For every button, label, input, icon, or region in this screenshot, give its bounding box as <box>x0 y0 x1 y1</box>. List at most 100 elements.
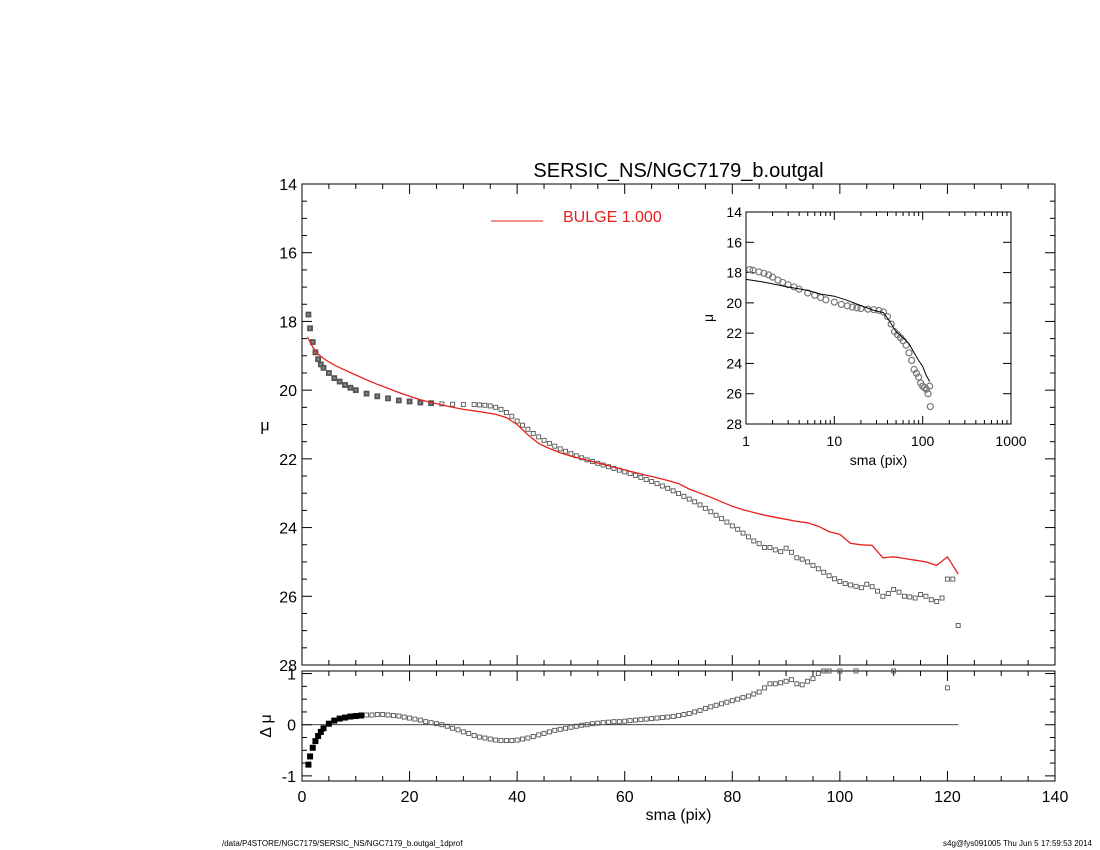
residual-data-point <box>735 696 741 702</box>
residual-data-point <box>805 678 811 684</box>
residual-data-point <box>810 676 816 682</box>
residual-data-point <box>579 722 585 728</box>
residual-data-point <box>686 711 692 716</box>
residual-y-tick-label: 0 <box>287 718 296 735</box>
inset-data-point <box>848 303 856 311</box>
main-data-point <box>713 512 719 518</box>
main-data-point <box>762 545 768 550</box>
main-data-point <box>692 499 698 505</box>
main-data-point <box>799 556 805 562</box>
residual-data-point <box>778 680 784 686</box>
main-data-point <box>347 384 354 391</box>
main-data-point <box>482 402 488 408</box>
inset-data-point <box>912 369 921 377</box>
legend-label: BULGE 1.000 <box>563 209 662 226</box>
inset-data-point <box>883 312 892 321</box>
main-data-point <box>305 311 312 318</box>
residual-data-point <box>745 693 751 699</box>
main-data-point <box>363 390 370 397</box>
main-data-point <box>950 576 956 582</box>
main-data-point <box>676 491 681 497</box>
main-y-tick-label: 28 <box>279 658 297 675</box>
residual-data-point <box>342 714 349 721</box>
inset-y-tick-label: 22 <box>726 325 742 341</box>
main-data-point <box>503 410 509 415</box>
inset-y-tick-label: 24 <box>726 355 742 371</box>
residual-data-point <box>557 726 563 732</box>
residual-data-point <box>589 721 595 727</box>
main-data-point <box>789 549 794 555</box>
residual-data-point <box>536 732 542 738</box>
residual-data-point <box>665 714 671 720</box>
main-data-point <box>546 440 552 446</box>
main-data-point <box>520 422 525 428</box>
residual-data-point <box>821 668 827 674</box>
residual-data-point <box>595 720 601 726</box>
main-data-point <box>745 534 751 540</box>
main-data-point <box>477 402 482 408</box>
residual-data-point <box>364 712 369 718</box>
inset-y-axis-label: μ <box>700 314 716 322</box>
main-data-point <box>783 545 789 551</box>
main-data-point <box>697 502 703 508</box>
main-data-point <box>395 397 402 404</box>
main-y-tick-label: 14 <box>279 177 297 194</box>
residual-data-point <box>455 727 461 733</box>
residual-data-point <box>309 744 316 751</box>
main-data-point <box>541 437 547 443</box>
residual-data-point <box>482 735 488 741</box>
main-data-point <box>885 591 891 596</box>
main-data-point <box>719 516 724 522</box>
main-data-point <box>450 401 456 407</box>
residual-data-point <box>944 685 950 691</box>
inset-data-point <box>760 269 768 277</box>
main-data-point <box>928 597 934 603</box>
residual-data-point <box>439 722 445 728</box>
main-data-point <box>331 375 338 382</box>
main-data-point <box>944 576 950 582</box>
main-data-point <box>686 496 692 502</box>
main-data-point <box>557 446 563 452</box>
residual-data-point <box>713 702 719 708</box>
inset-x-axis-label: sma (pix) <box>850 452 908 468</box>
main-data-point <box>858 585 864 591</box>
residual-data-point <box>762 685 768 691</box>
main-data-point <box>498 406 504 412</box>
residual-data-point <box>423 719 429 725</box>
residual-data-point <box>520 736 525 742</box>
residual-data-point <box>702 705 708 711</box>
inset-data-point <box>902 341 910 349</box>
x-tick-label: 0 <box>298 789 307 806</box>
main-data-point <box>325 370 332 376</box>
residual-data-point <box>692 709 698 715</box>
main-plot: SERSIC_NS/NGC7179_b.outgal μ 14 16 18 20 22 24 2… <box>260 160 1056 675</box>
main-data-point <box>853 583 859 589</box>
inset-x-tick-label: 1 <box>742 433 750 449</box>
residual-data-point <box>751 691 757 697</box>
main-data-point <box>307 325 313 332</box>
residual-data-point <box>428 720 434 726</box>
main-data-point <box>493 404 499 410</box>
inset-y-tick-label: 28 <box>726 416 742 432</box>
residual-data-point <box>336 715 343 722</box>
residual-data-point <box>460 729 466 735</box>
residual-data-point <box>568 724 574 730</box>
residual-data-point <box>477 734 482 740</box>
residual-data-point <box>514 737 520 743</box>
main-data-point <box>864 581 870 587</box>
main-data-point <box>805 559 811 565</box>
main-data-point <box>955 623 961 628</box>
main-data-point <box>536 434 542 440</box>
main-data-point <box>417 399 424 406</box>
residual-data-point <box>466 730 472 736</box>
main-data-point <box>643 477 649 482</box>
residual-data-point <box>530 734 536 739</box>
inset-y-tick-label: 20 <box>726 295 742 311</box>
x-tick-label: 60 <box>616 789 634 806</box>
residual-data-point <box>396 713 402 719</box>
main-y-tick-label: 20 <box>279 383 297 400</box>
main-y-tick-label: 16 <box>279 246 297 263</box>
residual-data-point <box>369 712 375 718</box>
main-data-point <box>514 418 520 424</box>
residual-data-point <box>729 698 735 704</box>
